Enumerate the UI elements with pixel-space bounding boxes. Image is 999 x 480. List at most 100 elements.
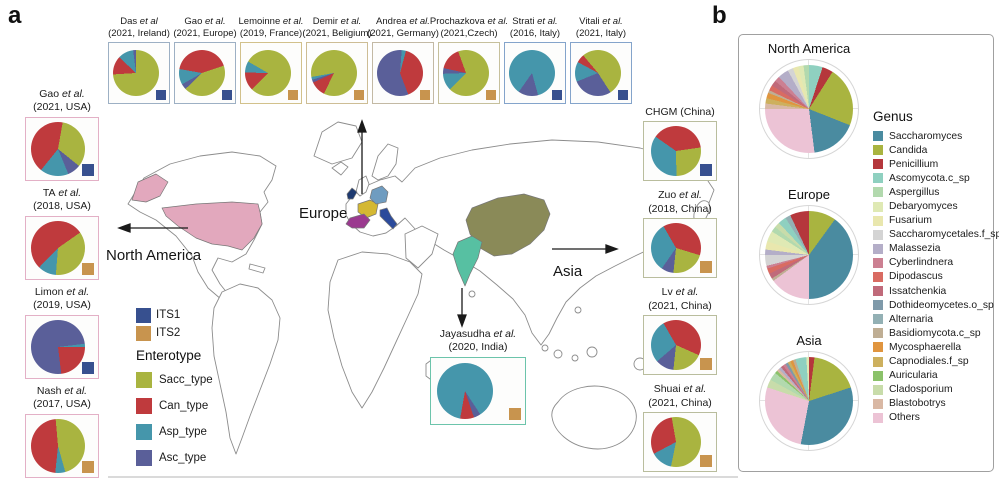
study-etal: et al. <box>534 15 558 27</box>
study-label: CHGM (China) <box>645 106 714 119</box>
its-marker-its2 <box>420 90 430 100</box>
study-name: Strati et al. <box>512 16 557 28</box>
study-box <box>438 42 500 104</box>
map-indonesia-island <box>541 344 549 352</box>
study-year-country: (2021, Ireland) <box>108 27 170 39</box>
study-box <box>108 42 170 104</box>
study-etal: et al. <box>59 88 85 100</box>
study-etal: et al. <box>280 15 304 27</box>
legend-swatch <box>873 342 883 353</box>
legend-swatch <box>873 187 883 198</box>
study-name: Lv et al. <box>662 286 699 299</box>
study-chgm-china: CHGM (China) <box>641 106 719 182</box>
pie-north-america-genus <box>765 65 853 153</box>
region-chart-north-america-genus: North America <box>747 41 871 159</box>
pie-das-2021-ireland <box>113 50 159 96</box>
study-box <box>174 42 236 104</box>
legend-swatch <box>873 243 883 254</box>
legend-label: Mycosphaerella <box>889 341 962 353</box>
study-box <box>306 42 368 104</box>
study-andrea-2021-germany: Andrea et al. (2021, Germany) <box>367 8 439 104</box>
map-sri-lanka <box>468 290 476 298</box>
study-ta-2018-usa: TA et al. (2018, USA) <box>16 187 108 280</box>
study-lemoinne-2019-france: Lemoinne et al. (2019, France) <box>238 8 304 104</box>
legend-label: Alternaria <box>889 313 934 325</box>
arrowhead-north-america <box>117 223 131 233</box>
map-china <box>465 193 551 257</box>
study-label: Jayasudha et al. (2020, India) <box>440 328 516 355</box>
study-name: Gao et al. <box>184 16 225 28</box>
study-author: Jayasudha <box>439 328 491 340</box>
its-marker-its2 <box>700 261 712 274</box>
study-box <box>240 42 302 104</box>
legend-label: Auricularia <box>889 370 938 382</box>
legend-swatch <box>873 314 883 325</box>
map-label-asia: Asia <box>553 263 583 280</box>
study-etal: et al. <box>676 189 702 202</box>
pie-vitali-2021-italy <box>575 50 621 96</box>
study-box <box>430 356 526 425</box>
study-etal: et al. <box>63 285 90 298</box>
its-marker-its2 <box>509 407 521 420</box>
study-author: Lemoinne <box>238 15 281 27</box>
region-chart-asia-genus: Asia <box>747 333 871 451</box>
legend-label: Debaryomyces <box>889 201 958 213</box>
pie-lemoinne-2019-france <box>245 50 291 96</box>
map-arabia <box>404 225 439 269</box>
its-marker-its2 <box>82 460 94 473</box>
legend-item-candida: Candida <box>873 143 993 157</box>
study-etal: et al. <box>672 286 699 299</box>
legend-label: ITS1 <box>156 309 181 321</box>
legend-swatch <box>873 229 883 240</box>
legend-item-mycosphaerella: Mycosphaerella <box>873 340 993 354</box>
its-marker-its1 <box>552 90 562 100</box>
study-year-country: (2021,Czech) <box>440 27 498 39</box>
its-marker-its1 <box>156 90 166 100</box>
study-etal: et al. <box>406 15 430 27</box>
panel-b-label: b <box>712 2 727 29</box>
its-marker-its1 <box>618 90 628 100</box>
legend-label: Others <box>889 412 920 424</box>
study-author: Gao <box>184 15 203 27</box>
study-name: Vitali et al. <box>579 16 623 28</box>
study-box <box>643 412 717 473</box>
study-author: Andrea <box>376 15 407 27</box>
study-name: CHGM (China) <box>645 106 714 119</box>
study-zuo-2018-china: Zuo et al. (2018, China) <box>641 189 719 279</box>
legend-item-sacc-type: Sacc_type <box>136 367 213 393</box>
study-name: Andrea et al. <box>376 16 430 28</box>
region-pie-title: Europe <box>788 187 830 202</box>
study-year-country: (2021, China) <box>648 299 712 312</box>
legend-item-issatchenkia: Issatchenkia <box>873 284 993 298</box>
pie-andrea-2021-germany <box>377 50 423 96</box>
study-name: TA et al. <box>43 187 81 200</box>
study-author: Strati <box>512 15 535 27</box>
legend-label: Sacc_type <box>159 374 213 386</box>
pie-lv-2021-china <box>651 320 701 371</box>
legend-label: Blastobotrys <box>889 398 946 410</box>
map-indonesia-island <box>553 349 563 359</box>
map-borneo <box>586 346 598 358</box>
legend-item-debaryomyces: Debaryomyces <box>873 199 993 213</box>
map-indonesia-island <box>571 354 579 362</box>
legend-label: ITS2 <box>156 327 181 339</box>
legend-item-auricularia: Auricularia <box>873 369 993 383</box>
study-etal: et al. <box>599 15 623 27</box>
study-jayasudha-2020-india: Jayasudha et al. (2020, India) <box>428 328 528 425</box>
region-pie-charts: North America Europe Asia <box>747 41 871 479</box>
legend-label: Can_type <box>159 400 209 412</box>
map-australia <box>551 385 637 450</box>
map-italy <box>379 207 398 230</box>
study-lv-2021-china: Lv et al. (2021, China) <box>641 286 719 376</box>
legend-swatch <box>873 271 883 282</box>
its-legend: ITS1 ITS2 <box>136 306 180 342</box>
study-label: Limon et al. (2019, USA) <box>33 286 91 313</box>
right-study-column: CHGM (China) Zuo et al. (2018, China) Lv et… <box>641 106 719 473</box>
study-name: Gao et al. <box>39 88 85 101</box>
study-year-country: (2019, France) <box>239 27 303 39</box>
legend-item-saccharomycetales-f-sp: Saccharomycetales.f_sp <box>873 228 999 242</box>
legend-label: Ascomycota.c_sp <box>889 172 970 184</box>
study-etal: et al. <box>338 15 362 27</box>
legend-item-capnodiales-f-sp: Capnodiales.f_sp <box>873 355 993 369</box>
legend-swatch <box>873 412 883 423</box>
